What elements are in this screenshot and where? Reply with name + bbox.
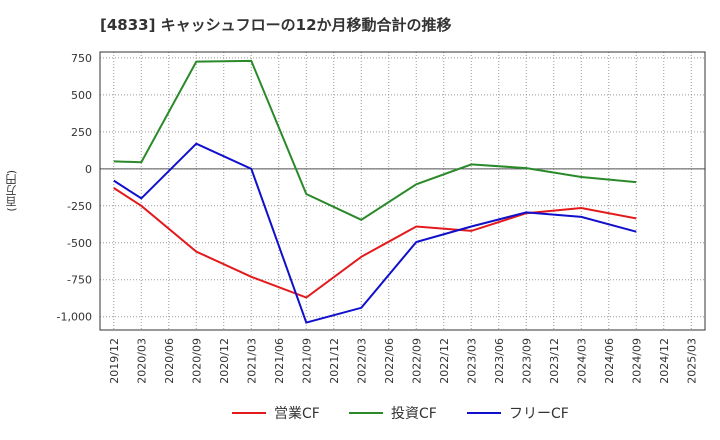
x-tick-label: 2022/06 <box>383 338 396 384</box>
x-tick-label: 2022/03 <box>355 338 368 384</box>
x-tick-label: 2020/06 <box>163 338 176 384</box>
x-tick-label: 2022/09 <box>410 338 423 384</box>
x-tick-label: 2021/09 <box>300 338 313 384</box>
x-tick-label: 2023/09 <box>520 338 533 384</box>
y-tick-label: -750 <box>67 274 92 287</box>
x-tick-label: 2019/12 <box>108 338 121 384</box>
x-tick-label: 2025/03 <box>685 338 698 384</box>
y-tick-label: -1,000 <box>57 311 92 324</box>
series-line-営業CF <box>113 187 637 299</box>
plot-frame <box>99 51 706 331</box>
x-tick-label: 2021/12 <box>328 338 341 384</box>
y-tick-label: 0 <box>85 163 92 176</box>
x-tick-label: 2024/06 <box>603 338 616 384</box>
y-tick-label: 500 <box>71 89 92 102</box>
y-tick-label: -500 <box>67 237 92 250</box>
x-tick-label: 2020/12 <box>218 338 231 384</box>
x-tick-label: 2021/03 <box>245 338 258 384</box>
x-tick-label: 2021/06 <box>273 338 286 384</box>
legend: 営業CF 投資CF フリーCF <box>232 406 569 422</box>
y-tick-label: -250 <box>67 200 92 213</box>
y-ticks: 750 500 250 0 -250 -500 -750 -1,000 <box>57 52 92 324</box>
x-tick-label: 2023/12 <box>548 338 561 384</box>
legend-label: フリーCF <box>509 406 569 422</box>
chart-title: [4833] キャッシュフローの12か月移動合計の推移 <box>100 16 452 34</box>
x-ticks: 2019/12 2020/03 2020/06 2020/09 2020/12 2021/… <box>108 338 699 384</box>
y-tick-label: 750 <box>71 52 92 65</box>
series-line-フリーCF <box>113 142 637 324</box>
x-tick-label: 2024/12 <box>658 338 671 384</box>
x-tick-label: 2022/12 <box>438 338 451 384</box>
x-tick-label: 2024/03 <box>575 338 588 384</box>
series-line-投資CF <box>113 59 637 221</box>
x-tick-label: 2024/09 <box>630 338 643 384</box>
x-tick-label: 2023/03 <box>465 338 478 384</box>
legend-label: 投資CF <box>391 406 437 422</box>
series-lines <box>113 59 637 324</box>
x-tick-label: 2023/06 <box>493 338 506 384</box>
grid <box>100 52 705 330</box>
legend-label: 営業CF <box>274 406 320 422</box>
x-tick-label: 2020/09 <box>190 338 203 384</box>
y-tick-label: 250 <box>71 126 92 139</box>
x-tick-label: 2020/03 <box>135 338 148 384</box>
